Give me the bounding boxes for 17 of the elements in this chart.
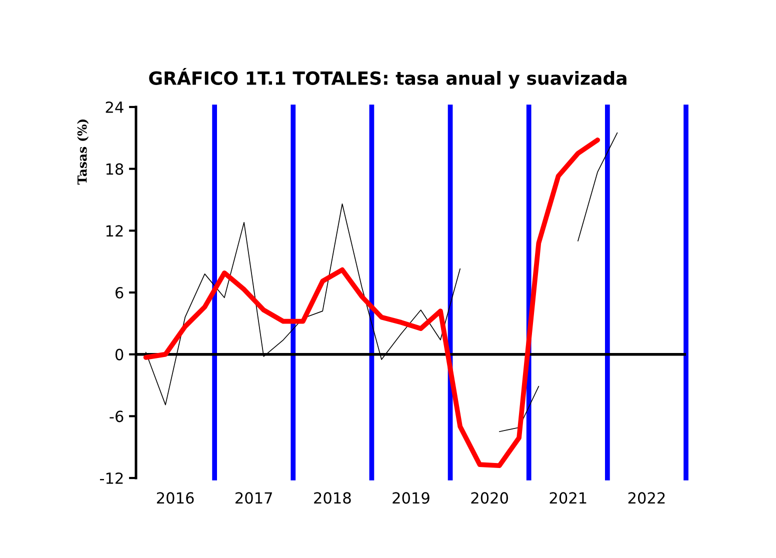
y-tick-label: 6 <box>116 286 124 299</box>
x-tick-label: 2019 <box>392 492 430 504</box>
x-tick-label: 2018 <box>314 492 351 504</box>
y-tick-label: 24 <box>106 101 124 113</box>
x-tick-label: 2020 <box>471 492 508 504</box>
y-tick-label: 12 <box>106 225 123 236</box>
x-tick-label: 2021 <box>550 492 586 504</box>
x-tick-label: 2016 <box>156 492 194 504</box>
y-tick-label: 0 <box>115 348 124 360</box>
y-tick-label: -12 <box>100 472 123 484</box>
chart-title: GRÁFICO 1T.1 TOTALES: tasa anual y suavizada <box>149 68 626 89</box>
y-tick-label: 18 <box>106 163 124 175</box>
line-series <box>143 138 600 468</box>
y-tick-label: -6 <box>110 410 124 422</box>
x-tick-label: 2017 <box>236 492 272 504</box>
x-tick-label: 2022 <box>628 492 665 504</box>
y-axis-title: Tasas (%) <box>77 119 89 185</box>
